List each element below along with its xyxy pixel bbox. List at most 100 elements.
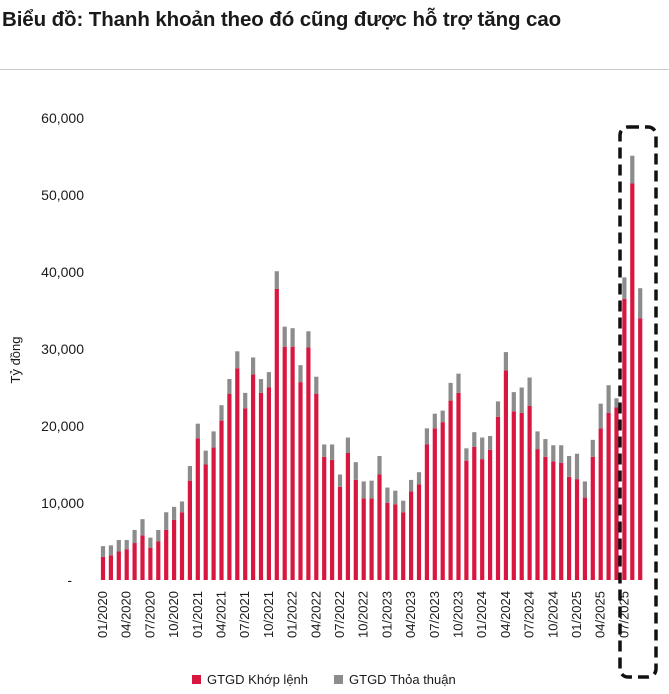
bar-negotiated bbox=[330, 444, 335, 460]
bar-order-matching bbox=[488, 449, 493, 580]
bar-negotiated bbox=[298, 365, 303, 383]
bar-negotiated bbox=[495, 401, 501, 417]
bar-negotiated bbox=[543, 439, 548, 457]
bar-order-matching bbox=[116, 551, 121, 580]
bar-negotiated bbox=[290, 328, 295, 347]
x-axis: 01/2020 04/2020 07/2020 10/2020 01/2021 04/20… bbox=[95, 591, 631, 638]
bar-order-matching bbox=[582, 497, 587, 580]
bar-negotiated bbox=[393, 490, 398, 505]
x-tick-label: 07/2021 bbox=[237, 591, 252, 638]
bar-order-matching bbox=[519, 412, 524, 580]
bar-order-matching bbox=[369, 498, 374, 580]
bar-negotiated bbox=[472, 432, 477, 447]
bar-order-matching bbox=[290, 346, 295, 580]
bar-order-matching bbox=[480, 459, 485, 580]
y-tick-label: - bbox=[67, 572, 72, 588]
bar-order-matching bbox=[187, 480, 192, 580]
bar-negotiated bbox=[559, 445, 564, 463]
bar-order-matching bbox=[258, 392, 264, 580]
bar-negotiated bbox=[638, 288, 643, 319]
bar-negotiated bbox=[187, 466, 192, 481]
bar-order-matching bbox=[227, 393, 232, 580]
bar-negotiated bbox=[266, 372, 271, 388]
bar-order-matching bbox=[164, 529, 169, 580]
bar-negotiated bbox=[369, 480, 374, 499]
bar-negotiated bbox=[622, 277, 627, 299]
bar-order-matching bbox=[385, 503, 390, 580]
x-tick-label: 10/2020 bbox=[166, 591, 181, 638]
bar-negotiated bbox=[322, 444, 327, 457]
bar-negotiated bbox=[195, 423, 200, 439]
bar-negotiated bbox=[567, 456, 572, 477]
bar-negotiated bbox=[211, 431, 216, 448]
bar-negotiated bbox=[353, 462, 358, 480]
bar-order-matching bbox=[195, 438, 200, 580]
bar-order-matching bbox=[132, 543, 137, 580]
bar-order-matching bbox=[179, 512, 185, 580]
x-tick-label: 01/2025 bbox=[569, 591, 584, 638]
x-tick-label: 10/2024 bbox=[545, 591, 560, 638]
bar-order-matching bbox=[361, 498, 366, 580]
bar-order-matching bbox=[401, 512, 406, 580]
bar-negotiated bbox=[511, 392, 516, 412]
bar-order-matching bbox=[622, 298, 627, 580]
y-tick-label: 20,000 bbox=[41, 418, 84, 434]
bar-negotiated bbox=[488, 436, 493, 450]
x-tick-label: 04/2021 bbox=[214, 591, 229, 638]
legend-item-negotiated: GTGD Thỏa thuận bbox=[334, 672, 456, 687]
x-tick-label: 01/2023 bbox=[379, 591, 394, 638]
bar-negotiated bbox=[251, 357, 256, 375]
x-tick-label: 01/2022 bbox=[285, 591, 300, 638]
bar-negotiated bbox=[116, 539, 121, 552]
bar-negotiated bbox=[535, 431, 540, 450]
bar-order-matching bbox=[432, 428, 437, 580]
bar-order-matching bbox=[235, 368, 240, 580]
bar-order-matching bbox=[495, 416, 501, 580]
y-tick-label: 10,000 bbox=[41, 495, 84, 511]
bar-order-matching bbox=[424, 444, 429, 580]
bar-order-matching bbox=[251, 374, 256, 580]
bar-negotiated bbox=[282, 326, 287, 347]
bar-negotiated bbox=[464, 448, 469, 461]
bar-negotiated bbox=[235, 351, 240, 369]
bar-order-matching bbox=[322, 456, 327, 580]
bar-order-matching bbox=[606, 412, 611, 580]
bar-negotiated bbox=[503, 352, 508, 371]
x-tick-label: 04/2022 bbox=[308, 591, 323, 638]
x-tick-label: 10/2022 bbox=[356, 591, 371, 638]
bar-order-matching bbox=[211, 447, 216, 580]
bar-negotiated bbox=[345, 437, 350, 453]
bar-negotiated bbox=[432, 413, 437, 429]
bar-negotiated bbox=[448, 382, 453, 401]
bar-order-matching bbox=[345, 452, 350, 580]
bar-order-matching bbox=[448, 400, 453, 580]
legend-item-order-matching: GTGD Khớp lệnh bbox=[192, 672, 308, 687]
bar-negotiated bbox=[582, 481, 587, 498]
bar-order-matching bbox=[219, 420, 224, 580]
bar-order-matching bbox=[574, 479, 580, 580]
bar-negotiated bbox=[108, 545, 113, 556]
x-tick-label: 07/2020 bbox=[142, 591, 157, 638]
bar-order-matching bbox=[598, 428, 603, 580]
bar-order-matching bbox=[274, 288, 279, 580]
bar-order-matching bbox=[559, 462, 564, 580]
x-tick-label: 04/2025 bbox=[593, 591, 608, 638]
bar-negotiated bbox=[156, 529, 161, 542]
bar-negotiated bbox=[337, 474, 343, 487]
bar-order-matching bbox=[416, 484, 422, 580]
bar-negotiated bbox=[401, 500, 406, 513]
bar-negotiated bbox=[243, 392, 248, 409]
bar-negotiated bbox=[377, 456, 382, 475]
title-divider bbox=[0, 69, 669, 70]
x-tick-label: 10/2023 bbox=[451, 591, 466, 638]
bar-negotiated bbox=[140, 519, 145, 536]
bar-negotiated bbox=[574, 453, 580, 480]
bar-order-matching bbox=[527, 405, 532, 580]
bar-negotiated bbox=[614, 398, 619, 408]
bar-order-matching bbox=[140, 535, 145, 580]
bar-negotiated bbox=[416, 472, 422, 485]
bar-negotiated bbox=[179, 501, 185, 513]
bar-negotiated bbox=[164, 512, 169, 530]
bar-negotiated bbox=[385, 487, 390, 503]
